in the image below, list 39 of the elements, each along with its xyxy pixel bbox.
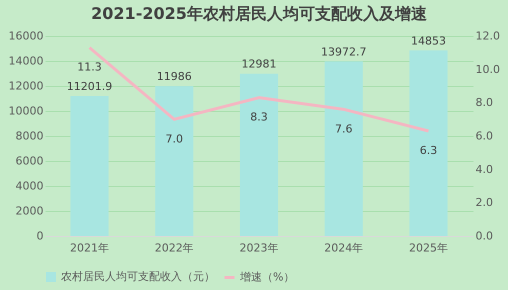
y-tick-label: 10000 bbox=[8, 104, 44, 118]
y-tick-label: 12000 bbox=[8, 80, 44, 92]
data-label: 12981 bbox=[242, 58, 276, 71]
y2-tick-label: 0.0 bbox=[476, 230, 493, 242]
x-tick-label: 2024年 bbox=[324, 242, 364, 254]
data-label: 7.0 bbox=[166, 132, 183, 146]
y-tick-label: 0 bbox=[36, 230, 44, 242]
bar bbox=[70, 96, 109, 236]
x-tick-label: 2023年 bbox=[240, 242, 278, 254]
y-tick-label: 4000 bbox=[16, 180, 44, 192]
y-tick-label: 16000 bbox=[8, 30, 44, 42]
y-tick-label: 2000 bbox=[16, 204, 44, 218]
data-label: 11.3 bbox=[77, 60, 102, 74]
y2-tick-label: 12.0 bbox=[476, 30, 500, 42]
bar bbox=[155, 86, 194, 236]
y2-tick-label: 6.0 bbox=[476, 130, 493, 142]
bar bbox=[240, 74, 278, 236]
legend-label: 增速（%） bbox=[239, 270, 294, 284]
y-tick-label: 6000 bbox=[16, 154, 44, 168]
data-label: 11986 bbox=[156, 70, 192, 84]
data-label: 14853 bbox=[411, 34, 446, 48]
x-tick-label: 2025年 bbox=[409, 242, 448, 254]
chart-title: 2021-2025年农村居民人均可支配收入及增速 bbox=[91, 4, 428, 23]
legend-label: 农村居民人均可支配收入（元） bbox=[61, 270, 215, 283]
bar bbox=[324, 61, 363, 236]
y-tick-label: 14000 bbox=[8, 54, 44, 68]
y2-tick-label: 8.0 bbox=[476, 96, 493, 110]
x-tick-label: 2021年 bbox=[70, 242, 109, 254]
y2-tick-label: 10.0 bbox=[476, 62, 500, 76]
data-label: 13972.7 bbox=[321, 45, 366, 58]
y-tick-label: 8000 bbox=[16, 130, 44, 142]
y2-tick-label: 2.0 bbox=[476, 196, 493, 210]
x-tick-label: 2022年 bbox=[154, 242, 194, 254]
data-label: 11201.9 bbox=[66, 80, 112, 93]
y2-tick-label: 4.0 bbox=[476, 162, 493, 176]
bar bbox=[409, 50, 448, 236]
data-label: 8.3 bbox=[250, 110, 268, 124]
data-label: 6.3 bbox=[420, 144, 438, 157]
data-label: 7.6 bbox=[335, 122, 352, 136]
